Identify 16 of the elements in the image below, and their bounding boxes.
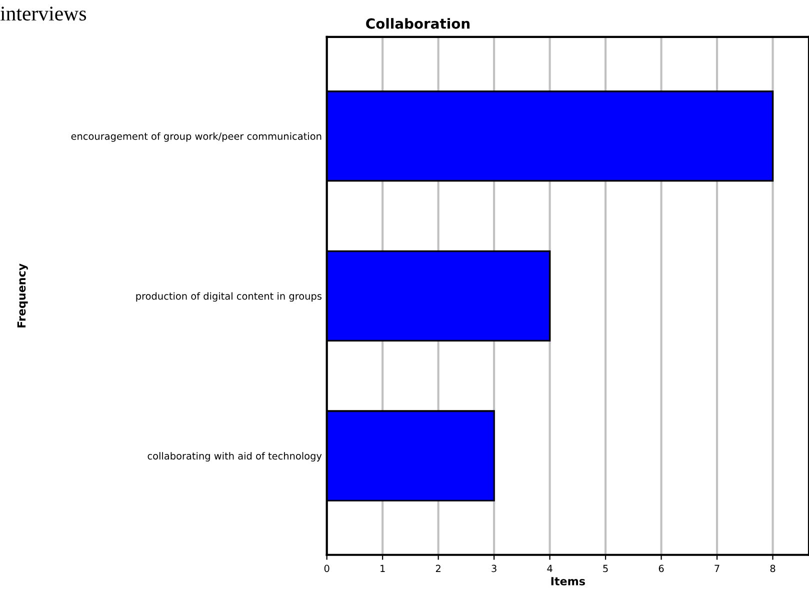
y-axis-title: Frequency [17,264,28,328]
x-tick-label: 5 [603,564,608,572]
x-tick-label: 6 [658,564,664,572]
y-tick-label: collaborating with aid of technology [148,452,322,462]
chart-title: Collaboration [366,18,470,29]
y-tick-label: production of digital content in groups [136,292,322,302]
x-tick-label: 0 [324,564,330,572]
x-tick-label: 3 [492,564,496,572]
x-tick-label: 4 [547,564,552,572]
text: interviews [0,6,86,21]
x-tick-label: 8 [770,564,776,572]
x-tick-label: 1 [380,564,385,572]
x-tick-label: 2 [436,564,440,572]
x-axis-title: Items [551,577,585,586]
y-tick-label: encouragement of group work/peer communication [71,132,322,142]
x-tick-label: 7 [714,564,720,572]
